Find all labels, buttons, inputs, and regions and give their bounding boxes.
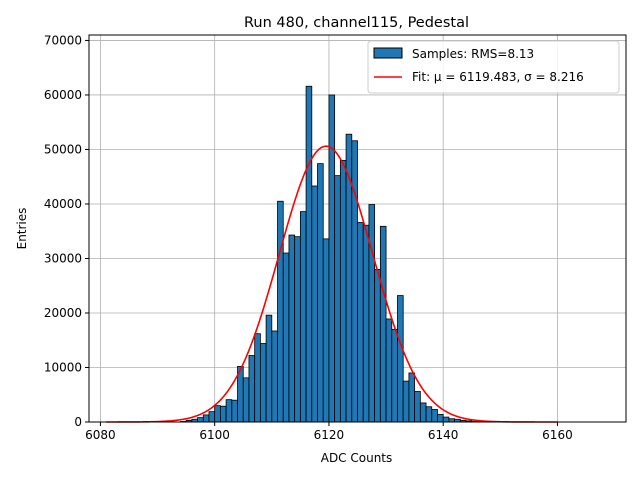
histogram-bar xyxy=(277,200,284,423)
histogram-bar xyxy=(299,211,307,423)
histogram-bar xyxy=(334,175,341,423)
histogram-bar xyxy=(259,343,267,423)
histogram-bar xyxy=(419,402,427,423)
legend: Samples: RMS=8.13 Fit: μ = 6119.483, σ =… xyxy=(367,40,620,94)
legend-box xyxy=(367,40,620,94)
histogram-bar xyxy=(408,372,416,423)
histogram-bar xyxy=(225,399,233,423)
histogram-bar xyxy=(328,94,336,423)
histogram-bar xyxy=(311,185,318,423)
histogram-bar xyxy=(231,399,238,423)
y-tick-label: 50000 xyxy=(44,142,82,156)
y-tick-label: 10000 xyxy=(44,360,82,374)
legend-label-samples: Samples: RMS=8.13 xyxy=(412,47,534,61)
histogram-bar xyxy=(431,409,438,423)
histogram-bar xyxy=(254,333,261,423)
axes-frame xyxy=(88,34,627,423)
histogram-bar xyxy=(442,416,450,423)
histogram-bar xyxy=(368,204,376,423)
x-axis-label: ADC Counts xyxy=(321,451,393,465)
histogram-bar xyxy=(317,163,324,423)
y-tick-label: 70000 xyxy=(44,33,82,47)
histogram-bar xyxy=(282,252,290,423)
histogram-bar xyxy=(305,85,313,423)
histogram-bar xyxy=(339,159,347,423)
histogram-bar xyxy=(214,405,221,423)
y-tick-label: 20000 xyxy=(44,306,82,320)
histogram-bar xyxy=(385,318,393,423)
y-axis-label: Entries xyxy=(15,208,29,250)
histogram-bar xyxy=(357,222,364,423)
y-tick-label: 30000 xyxy=(44,251,82,265)
histogram-bar xyxy=(425,406,433,423)
histogram-bar xyxy=(322,238,330,423)
histogram-bar xyxy=(197,417,204,423)
x-tick-label: 6160 xyxy=(542,428,573,442)
legend-swatch-samples xyxy=(373,47,403,59)
y-axis-ticks: 0 10000 20000 30000 40000 50000 60000 70000 xyxy=(44,33,89,429)
x-tick-label: 6100 xyxy=(199,428,230,442)
histogram-bar xyxy=(271,330,278,423)
y-tick-label: 40000 xyxy=(44,197,82,211)
histogram-bar xyxy=(294,236,301,423)
x-axis-ticks: 6080 6100 6120 6140 6160 xyxy=(85,422,573,442)
x-tick-label: 6120 xyxy=(314,428,345,442)
x-tick-label: 6140 xyxy=(428,428,459,442)
histogram-bar xyxy=(437,413,444,423)
histogram-bar xyxy=(288,234,296,423)
histogram-bar xyxy=(391,328,398,423)
histogram-bar xyxy=(402,380,410,423)
histogram-bars xyxy=(180,85,490,423)
plot-area: 6080 6100 6120 6140 6160 0 10000 20000 30000 400… xyxy=(44,33,627,442)
histogram-bar xyxy=(202,414,210,423)
histogram-bar xyxy=(414,391,421,423)
histogram-bar xyxy=(374,268,381,423)
histogram-bar xyxy=(265,314,273,423)
histogram-bar xyxy=(219,405,227,423)
x-tick-label: 6080 xyxy=(85,428,116,442)
histogram-bar xyxy=(397,295,404,423)
legend-label-fit: Fit: μ = 6119.483, σ = 8.216 xyxy=(412,70,584,84)
fit-curve xyxy=(106,145,558,423)
y-tick-label: 60000 xyxy=(44,88,82,102)
chart-title: Run 480, channel115, Pedestal xyxy=(244,15,469,31)
histogram-bar xyxy=(242,377,250,423)
histogram-bar xyxy=(351,140,358,423)
histogram-bar xyxy=(379,225,387,423)
histogram-bar xyxy=(362,224,370,423)
histogram-bar xyxy=(208,411,216,423)
y-tick-label: 0 xyxy=(74,415,82,429)
histogram-bar xyxy=(248,355,256,423)
